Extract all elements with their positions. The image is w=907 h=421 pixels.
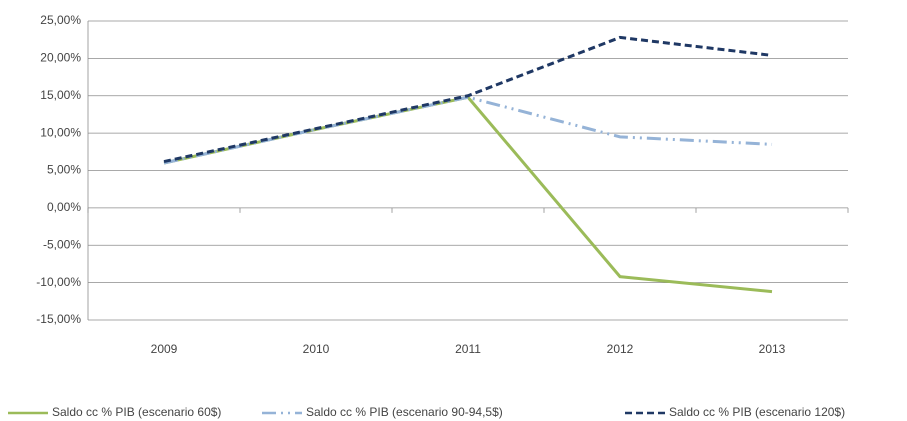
y-tick-label: 0,00% — [47, 200, 81, 214]
y-tick-label: -10,00% — [36, 275, 81, 289]
series-line — [163, 95, 773, 165]
y-tick-label: -5,00% — [43, 237, 81, 251]
series-line — [163, 95, 773, 294]
x-tick-label: 2013 — [759, 342, 786, 356]
y-tick-label: 20,00% — [40, 51, 81, 65]
legend-label: Saldo cc % PIB (escenario 60$) — [52, 405, 221, 419]
y-tick-label: 25,00% — [40, 13, 81, 27]
y-tick-label: 10,00% — [40, 125, 81, 139]
y-tick-label: 15,00% — [40, 88, 81, 102]
y-tick-label: 5,00% — [47, 163, 81, 177]
x-tick-label: 2011 — [455, 342, 481, 356]
x-tick-label: 2010 — [303, 342, 330, 356]
series-line — [163, 35, 773, 163]
x-tick-label: 2009 — [151, 342, 178, 356]
x-tick-label: 2012 — [607, 342, 634, 356]
legend-label: Saldo cc % PIB (escenario 90-94,5$) — [306, 405, 503, 419]
legend-label: Saldo cc % PIB (escenario 120$) — [669, 405, 845, 419]
y-tick-label: -15,00% — [36, 312, 81, 326]
